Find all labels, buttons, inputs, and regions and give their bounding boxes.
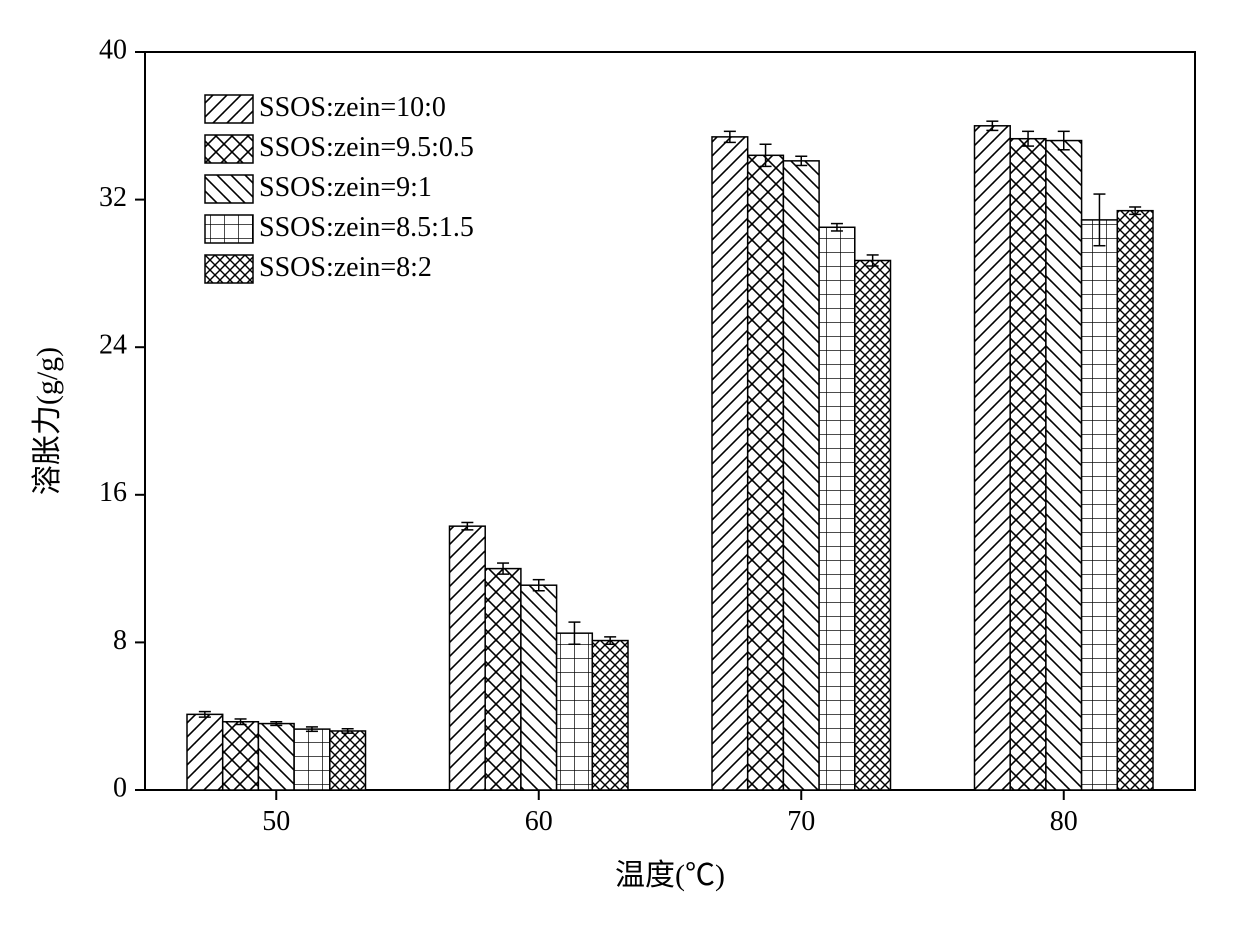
bar xyxy=(783,156,819,790)
chart-container: 0 8 16 24 32 40 溶胀力(g/g) 50 60 70 80 温度(℃) SSOS:zein… xyxy=(0,0,1240,925)
bar xyxy=(1046,131,1082,790)
legend-label: SSOS:zein=9.5:0.5 xyxy=(259,132,474,163)
bar xyxy=(450,522,486,790)
legend-swatch xyxy=(205,215,253,243)
bar xyxy=(187,712,223,790)
bar xyxy=(330,729,366,790)
bar xyxy=(819,224,855,790)
bar xyxy=(1117,207,1153,790)
y-tick-label: 16 xyxy=(99,477,127,508)
bar xyxy=(748,144,784,790)
bar xyxy=(975,121,1011,790)
bar xyxy=(223,719,259,790)
bar xyxy=(1010,131,1046,790)
x-tick-label: 60 xyxy=(525,806,553,837)
bar xyxy=(258,722,294,790)
bar xyxy=(855,255,891,790)
bar xyxy=(521,580,557,790)
bar xyxy=(712,131,748,790)
bar xyxy=(294,727,330,790)
x-tick-label: 50 xyxy=(262,806,290,837)
y-axis-label: 溶胀力(g/g) xyxy=(31,347,64,495)
legend-swatch xyxy=(205,135,253,163)
legend-swatch xyxy=(205,255,253,283)
bar xyxy=(592,637,628,790)
legend-label: SSOS:zein=9:1 xyxy=(259,172,432,203)
x-tick-label: 70 xyxy=(787,806,815,837)
x-axis-label: 温度(℃) xyxy=(615,859,725,892)
bar xyxy=(557,622,593,790)
legend-swatch xyxy=(205,175,253,203)
bar xyxy=(485,563,521,790)
y-tick-label: 32 xyxy=(99,182,127,213)
y-tick-label: 40 xyxy=(99,34,127,65)
y-tick-label: 0 xyxy=(113,772,127,803)
y-tick-label: 24 xyxy=(99,330,127,361)
legend-label: SSOS:zein=10:0 xyxy=(259,92,446,123)
legend-label: SSOS:zein=8:2 xyxy=(259,252,432,283)
x-tick-label: 80 xyxy=(1050,806,1078,837)
legend-swatch xyxy=(205,95,253,123)
legend-label: SSOS:zein=8.5:1.5 xyxy=(259,212,474,243)
bar xyxy=(1082,194,1118,790)
y-tick-label: 8 xyxy=(113,625,127,656)
bar-chart: 0 8 16 24 32 40 溶胀力(g/g) 50 60 70 80 温度(℃) SSOS:zein… xyxy=(0,0,1240,925)
